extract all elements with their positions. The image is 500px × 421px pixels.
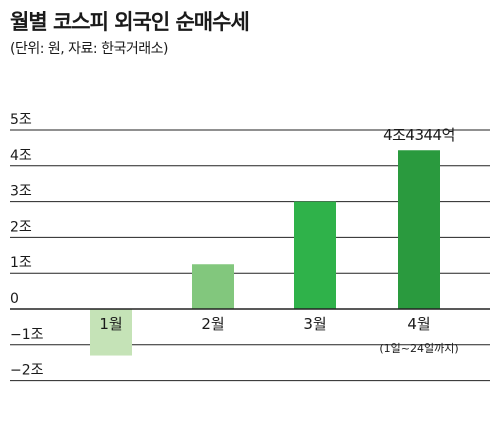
bar [398,150,440,309]
y-tick-label: 4조 [10,148,32,164]
bar [294,201,336,309]
x-tick-label: 2월 [201,315,224,333]
x-tick-label: 4월 [407,315,430,333]
y-tick-label: 5조 [10,112,32,128]
chart-title: 월별 코스피 외국인 순매수세 [10,10,250,34]
y-tick-label: −2조 [10,363,44,379]
y-tick-label: −1조 [10,327,44,343]
bar [90,309,132,356]
x-tick-label: 1월 [99,315,122,333]
y-tick-label: 1조 [10,255,32,271]
y-tick-label: 2조 [10,219,32,235]
x-tick-label: 3월 [303,315,326,333]
chart-subtitle: (단위: 원, 자료: 한국거래소) [10,41,168,57]
period-note: (1일~24일까지) [379,341,458,355]
y-tick-label: 0 [10,291,19,307]
data-label: 4조4344억 [383,126,455,144]
bar [192,264,234,309]
y-tick-label: 3조 [10,184,32,200]
